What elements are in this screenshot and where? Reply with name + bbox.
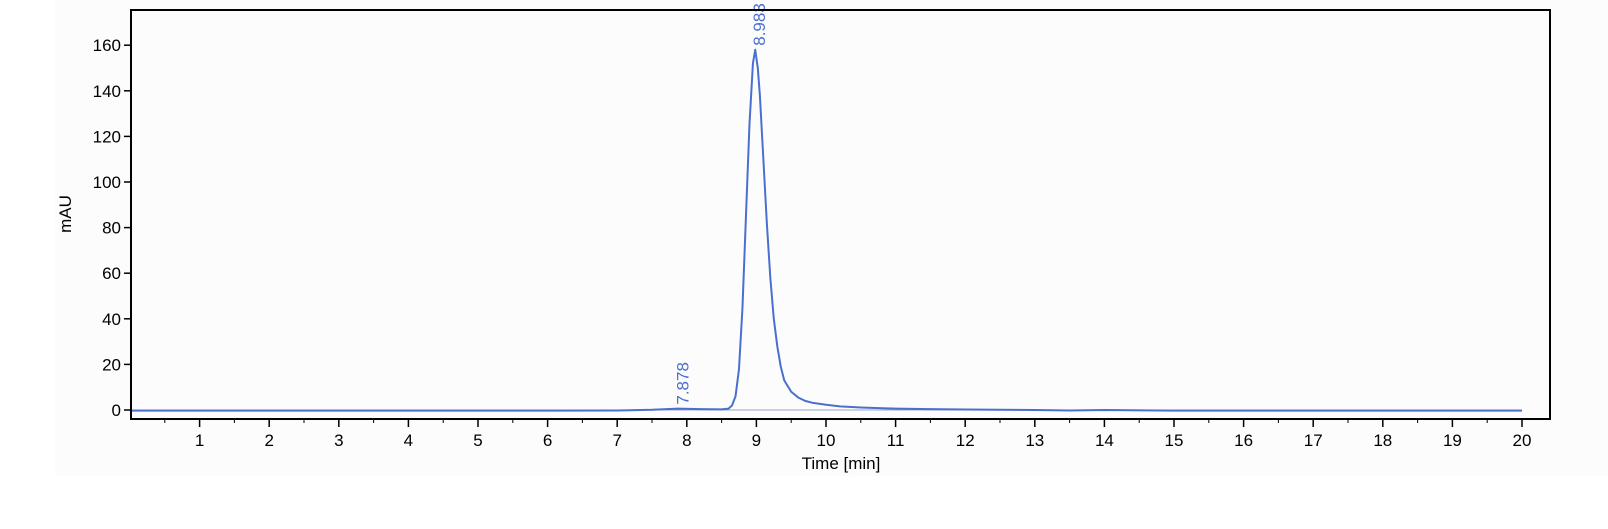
y-tick-label: 120: [93, 127, 121, 146]
peak-label: 7.878: [673, 362, 692, 405]
y-tick-label: 40: [102, 310, 121, 329]
x-tick-label: 14: [1095, 431, 1114, 450]
x-tick-label: 17: [1304, 431, 1323, 450]
y-axis-label: mAU: [56, 195, 75, 233]
x-tick-label: 10: [817, 431, 836, 450]
y-tick-label: 80: [102, 219, 121, 238]
y-tick-label: 140: [93, 82, 121, 101]
x-tick-label: 12: [956, 431, 975, 450]
x-tick-label: 8: [682, 431, 691, 450]
x-tick-label: 16: [1234, 431, 1253, 450]
x-tick-label: 6: [543, 431, 552, 450]
peak-annotations: 7.878 8.983: [673, 3, 769, 404]
plot-background: [131, 10, 1550, 419]
y-tick-label: 160: [93, 36, 121, 55]
x-tick-label: 1: [195, 431, 204, 450]
x-tick-label: 7: [612, 431, 621, 450]
y-tick-label: 0: [112, 401, 121, 420]
x-axis-label: Time [min]: [802, 454, 881, 473]
y-tick-label: 20: [102, 355, 121, 374]
y-tick-label: 100: [93, 173, 121, 192]
x-tick-label: 18: [1373, 431, 1392, 450]
plot-frame: [130, 9, 1551, 420]
series-line: [130, 48, 1522, 412]
y-axis: 0 20 40 60 80 100 120 140 160: [93, 36, 131, 420]
x-tick-label: 5: [473, 431, 482, 450]
x-tick-label: 9: [752, 431, 761, 450]
x-tick-label: 2: [264, 431, 273, 450]
peak-label: 8.983: [750, 3, 769, 46]
x-tick-label: 19: [1443, 431, 1462, 450]
x-axis: 1 2 3 4 5 6 7 8 9 10 11 12 13 14 15 16 17 18 19 20: [164, 419, 1532, 450]
series-layer: [130, 48, 1522, 412]
y-tick-label: 60: [102, 264, 121, 283]
x-tick-label: 4: [404, 431, 413, 450]
x-tick-label: 13: [1025, 431, 1044, 450]
x-tick-label: 3: [334, 431, 343, 450]
x-tick-label: 15: [1165, 431, 1184, 450]
x-tick-label: 20: [1513, 431, 1532, 450]
x-tick-label: 11: [887, 431, 905, 450]
